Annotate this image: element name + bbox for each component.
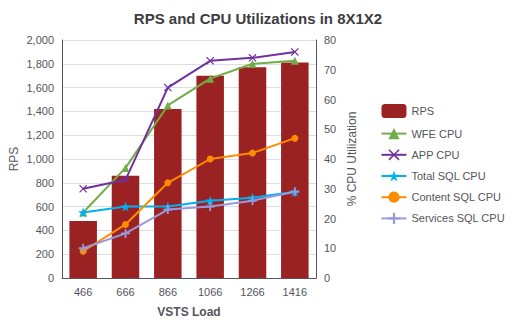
svg-text:70: 70: [324, 64, 336, 76]
svg-text:400: 400: [36, 224, 54, 236]
svg-text:1,000: 1,000: [26, 153, 54, 165]
svg-text:866: 866: [159, 286, 177, 298]
svg-text:40: 40: [324, 153, 336, 165]
svg-text:600: 600: [36, 201, 54, 213]
svg-text:30: 30: [324, 183, 336, 195]
svg-text:80: 80: [324, 34, 336, 46]
svg-text:0: 0: [48, 272, 54, 284]
svg-text:RPS: RPS: [411, 105, 434, 117]
svg-text:10: 10: [324, 242, 336, 254]
svg-text:60: 60: [324, 94, 336, 106]
svg-text:1266: 1266: [240, 286, 264, 298]
svg-text:Content SQL CPU: Content SQL CPU: [411, 191, 501, 203]
svg-text:1066: 1066: [198, 286, 222, 298]
svg-text:50: 50: [324, 123, 336, 135]
svg-text:800: 800: [36, 177, 54, 189]
svg-text:1416: 1416: [283, 286, 307, 298]
svg-text:200: 200: [36, 248, 54, 260]
svg-text:APP CPU: APP CPU: [411, 149, 459, 161]
svg-text:2,000: 2,000: [26, 34, 54, 46]
svg-text:RPS and CPU Utilizations in 8X: RPS and CPU Utilizations in 8X1X2: [134, 10, 382, 27]
svg-text:466: 466: [74, 286, 92, 298]
svg-text:RPS: RPS: [7, 147, 21, 172]
svg-text:Total SQL CPU: Total SQL CPU: [411, 170, 485, 182]
svg-text:WFE CPU: WFE CPU: [411, 128, 462, 140]
svg-text:1,600: 1,600: [26, 82, 54, 94]
svg-text:1,800: 1,800: [26, 58, 54, 70]
svg-text:Services SQL CPU: Services SQL CPU: [411, 212, 504, 224]
svg-text:VSTS Load: VSTS Load: [157, 305, 220, 319]
svg-text:20: 20: [324, 213, 336, 225]
svg-text:1,400: 1,400: [26, 105, 54, 117]
svg-text:% CPU Utilization: % CPU Utilization: [345, 112, 359, 207]
svg-text:1,200: 1,200: [26, 129, 54, 141]
svg-text:666: 666: [116, 286, 134, 298]
svg-text:0: 0: [324, 272, 330, 284]
